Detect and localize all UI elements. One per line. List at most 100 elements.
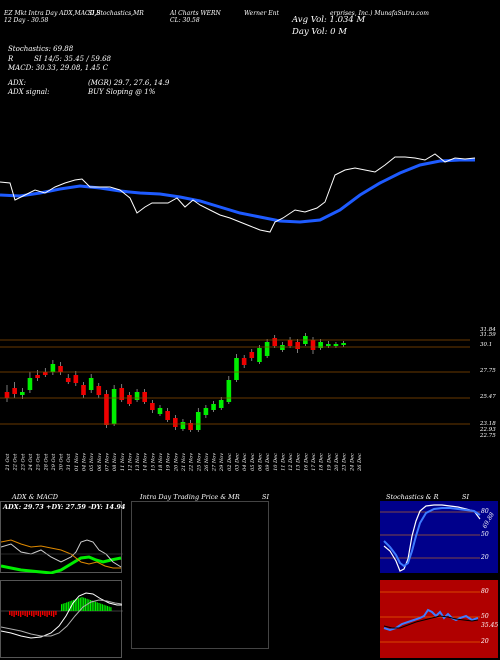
macd-histogram-bar	[9, 611, 11, 615]
rsi-value-label: 35.45	[481, 622, 499, 629]
candle-body	[81, 385, 86, 395]
macd-histogram-bar	[64, 603, 66, 611]
macd-histogram-bar	[66, 602, 68, 611]
macd-histogram-bar	[39, 611, 42, 617]
macd-histogram-bar	[93, 601, 95, 611]
price-axis-label: 30.1	[480, 342, 492, 348]
price-axis-label: 25.47	[479, 394, 496, 400]
candle-body	[333, 344, 339, 346]
date-tick-label: 29 Oct	[51, 453, 57, 472]
candle-body	[241, 358, 247, 365]
date-tick-label: 26 Dec	[357, 453, 363, 472]
adx-panel-readout: ADX: 29.73 +DY: 27.59 -DY: 14.94	[3, 503, 126, 511]
adx-line	[1, 555, 122, 574]
date-tick-label: 13 Nov	[135, 453, 141, 471]
candle-body	[134, 392, 140, 400]
macd-histogram-bar	[105, 605, 107, 611]
date-tick-label: 04 Nov	[82, 453, 88, 471]
header-col4-tail: erprises, Inc.) MunafaSutra.com	[330, 10, 429, 17]
macd-histogram-bar	[48, 611, 50, 615]
date-tick-label: 22 Nov	[189, 453, 195, 472]
rsi-readout: SI 14/5: 35.45 / 59.68	[34, 55, 111, 63]
candle-body	[65, 378, 71, 382]
date-tick-label: 10 Dec	[273, 453, 279, 471]
candle-body	[119, 388, 125, 400]
buy-signal: BUY Sloping @ 1%	[88, 88, 156, 96]
date-tick-label: 19 Nov	[166, 453, 172, 471]
header-col1-line2: 12 Day - 30.58	[4, 17, 49, 24]
candle-body	[104, 394, 109, 425]
price-axis-label: 31.84	[480, 327, 496, 333]
ema-line	[0, 158, 475, 224]
candle-body	[280, 345, 285, 350]
macd-histogram-bar	[101, 604, 103, 611]
candle-body	[203, 408, 209, 415]
candle-body	[195, 412, 201, 430]
candle-body	[96, 386, 102, 395]
candle-body	[318, 342, 323, 348]
date-tick-label: 16 Dec	[303, 453, 309, 471]
date-tick-label: 14 Nov	[143, 453, 149, 471]
date-tick-label: 11 Nov	[120, 453, 126, 471]
candle-body	[27, 378, 33, 390]
date-tick-label: 19 Dec	[326, 453, 332, 471]
candlestick-series	[4, 333, 346, 432]
rsi-level-20-label: 20	[481, 638, 489, 645]
adx-signal-label: ADX signal:	[8, 88, 50, 96]
date-tick-label: 20 Nov	[173, 453, 179, 472]
macd-histogram-bar	[84, 598, 86, 611]
macd-histogram-bar	[72, 600, 75, 611]
macd-histogram-bar	[55, 611, 57, 615]
candle-body	[4, 392, 10, 398]
date-tick-label: 20 Dec	[334, 453, 340, 472]
date-tick-label: 06 Nov	[97, 453, 103, 471]
macd-histogram-bar	[69, 601, 71, 611]
price-line	[0, 153, 476, 233]
date-tick-label: 05 Nov	[89, 453, 95, 471]
candle-body	[188, 423, 193, 430]
candle-body	[257, 348, 262, 362]
macd-signal-line	[1, 599, 123, 637]
candle-body	[264, 342, 270, 356]
price-axis-label: 23.18	[479, 421, 496, 427]
date-tick-label: 01 Nov	[74, 453, 80, 471]
macd-histogram-bar	[46, 611, 48, 617]
macd-histogram-bar	[26, 611, 28, 617]
header-col2-line1: SI,Stochastics,MR	[88, 10, 144, 17]
day-volume: Day Vol: 0 M	[292, 27, 347, 37]
date-tick-label: 18 Nov	[158, 453, 164, 471]
stoch-level-80-label: 80	[481, 508, 489, 515]
date-tick-label: 12 Dec	[288, 453, 294, 471]
macd-histogram-bar	[22, 611, 24, 615]
candle-body	[127, 395, 132, 404]
date-tick-label: 24 Dec	[349, 453, 355, 472]
date-tick-label: 29 Nov	[219, 453, 225, 472]
macd-histogram-bar	[67, 601, 69, 611]
header-col3-line1: Al Charts WERN	[170, 10, 221, 17]
stoch-d-line	[383, 507, 481, 568]
candle-body	[341, 343, 346, 345]
candle-body	[150, 403, 155, 410]
macd-histogram-bar	[37, 611, 39, 616]
date-axis: 21 Oct 22 Oct 23 Oct 24 Oct 25 Oct 28 Oct 29 O…	[5, 453, 363, 472]
stochastics-readout: Stochastics: 69.88	[8, 45, 74, 53]
date-tick-label: 23 Dec	[342, 453, 348, 472]
macd-histogram-bar	[33, 611, 35, 617]
date-tick-label: 27 Nov	[212, 453, 218, 472]
date-tick-label: 21 Oct	[5, 453, 11, 472]
minus-di-line	[1, 539, 121, 569]
date-tick-label: 28 Oct	[43, 453, 49, 472]
date-tick-label: 06 Dec	[257, 453, 263, 471]
candle-body	[180, 422, 186, 429]
macd-histogram-bar	[50, 611, 53, 616]
adx-label: ADX:	[8, 79, 27, 87]
stoch-k-line	[383, 504, 481, 572]
date-tick-label: 30 Oct	[59, 453, 65, 471]
date-tick-label: 25 Oct	[36, 453, 42, 472]
candle-body	[12, 388, 17, 394]
date-tick-label: 11 Dec	[280, 453, 286, 471]
intra-panel-title-tail: SI	[262, 493, 270, 501]
macd-histogram-bar	[74, 599, 76, 611]
macd-histogram-bar	[103, 604, 105, 611]
stoch-level-50-label: 50	[481, 531, 489, 538]
